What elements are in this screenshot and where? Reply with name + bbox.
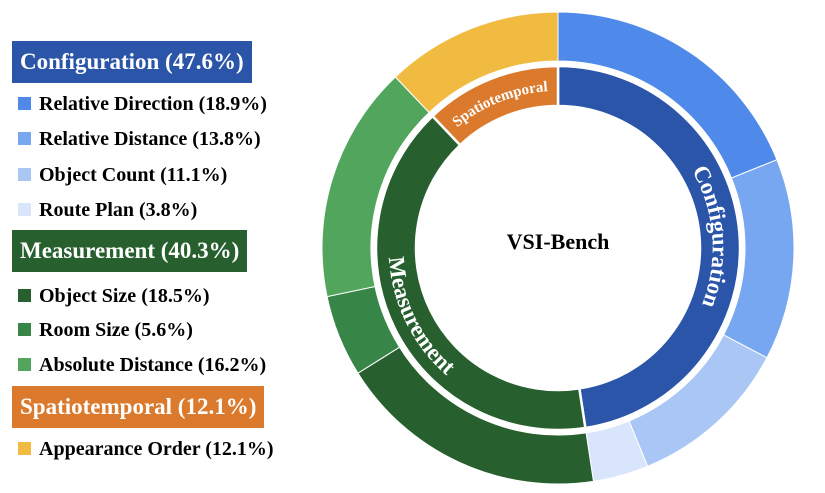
legend-item-room-size: Room Size (5.6%) — [18, 318, 193, 342]
legend-label: Object Size (18.5%) — [39, 285, 210, 307]
legend-swatch — [18, 132, 31, 145]
legend-item-relative-direction: Relative Direction (18.9%) — [18, 92, 267, 116]
legend-label: Room Size (5.6%) — [39, 319, 193, 341]
legend-label: Relative Distance (13.8%) — [39, 128, 261, 150]
chart-title: VSI-Bench — [507, 229, 610, 254]
legend-swatch — [18, 97, 31, 110]
legend-swatch — [18, 168, 31, 181]
legend-item-object-size: Object Size (18.5%) — [18, 284, 210, 308]
legend-item-object-count: Object Count (11.1%) — [18, 163, 227, 187]
legend-swatch — [18, 358, 31, 371]
legend-label: Relative Direction (18.9%) — [39, 93, 267, 115]
outer-ring — [321, 11, 795, 485]
inner-segment-spatiotemporal — [430, 64, 560, 147]
legend-label: Absolute Distance (16.2%) — [39, 354, 267, 376]
legend-header-spatiotemporal: Spatiotemporal (12.1%) — [12, 386, 265, 428]
legend-item-relative-distance: Relative Distance (13.8%) — [18, 127, 261, 151]
legend-label: Appearance Order (12.1%) — [39, 438, 274, 460]
legend-label: Object Count (11.1%) — [39, 164, 228, 186]
legend: Configuration (47.6%) Relative Direction… — [0, 0, 330, 493]
inner-segment-configuration — [556, 64, 742, 430]
legend-item-appearance-order: Appearance Order (12.1%) — [18, 437, 274, 461]
legend-header-configuration: Configuration (47.6%) — [12, 41, 252, 83]
legend-swatch — [18, 323, 31, 336]
inner-ring — [374, 64, 742, 432]
legend-label: Route Plan (3.8%) — [39, 199, 198, 221]
legend-header-measurement: Measurement (40.3%) — [12, 230, 248, 272]
legend-swatch — [18, 203, 31, 216]
legend-swatch — [18, 289, 31, 302]
outer-segment-appearance-order — [394, 11, 559, 114]
legend-item-absolute-distance: Absolute Distance (16.2%) — [18, 353, 266, 377]
legend-swatch — [18, 442, 31, 455]
legend-item-route-plan: Route Plan (3.8%) — [18, 198, 197, 222]
